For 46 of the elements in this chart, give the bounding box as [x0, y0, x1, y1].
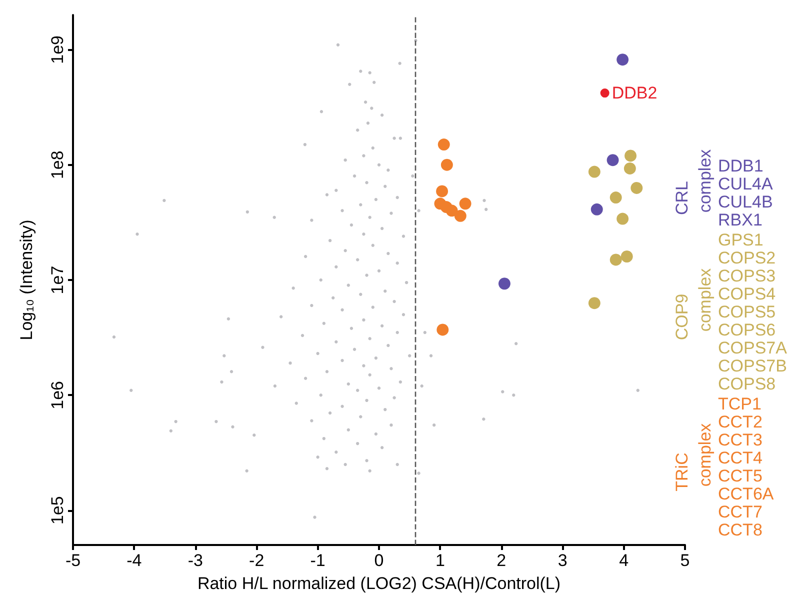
point	[440, 158, 453, 171]
x-tick-label: 5	[680, 551, 690, 570]
point	[610, 192, 622, 204]
point	[590, 203, 603, 216]
text: GPS1 COPS2 COPS3 COPS4 COPS5 COPS6 COPS7A COPS7B COPS8	[718, 230, 787, 394]
point	[498, 278, 510, 290]
y-tick-label: 1e6	[48, 380, 67, 410]
x-tick-label: 0	[374, 551, 384, 570]
x-tick-label: -5	[65, 551, 81, 570]
x-tick-label: 2	[496, 551, 506, 570]
point	[446, 204, 458, 217]
point	[588, 166, 600, 178]
y-axis-title: Log₁₀ (Intensity)	[17, 220, 36, 340]
point	[436, 324, 449, 336]
point	[588, 297, 600, 310]
y-tick-label: 1e8	[48, 150, 67, 180]
point	[454, 210, 466, 222]
x-axis-title: Ratio H/L normalized (LOG2) CSA(H)/Control(L)	[197, 574, 561, 593]
x-tick-label: -4	[126, 551, 142, 570]
point	[616, 212, 629, 225]
point	[610, 254, 622, 266]
text: TCP1 CCT2 CCT3 CCT4 CCT5 CCT6A CCT7 CCT8	[718, 394, 774, 540]
point	[438, 138, 450, 151]
x-tick-label: -2	[249, 551, 264, 570]
text: TRiC complex	[672, 422, 714, 492]
point	[624, 162, 636, 174]
x-tick-label: 3	[558, 551, 568, 570]
point	[436, 185, 448, 198]
point	[459, 198, 472, 210]
point	[600, 88, 610, 98]
point	[624, 150, 637, 162]
y-tick-label: 1e5	[48, 496, 67, 525]
annotation: DDB2	[612, 84, 658, 103]
x-tick-label: -1	[310, 551, 326, 570]
text: COP9 complex	[672, 268, 714, 340]
point	[616, 54, 629, 66]
y-tick-label: 1e7	[48, 266, 67, 294]
text: CRL complex	[672, 148, 714, 216]
y-tick-label: 1e9	[48, 35, 67, 64]
point	[606, 154, 619, 166]
x-tick-label: 4	[619, 551, 629, 570]
x-tick-label: -3	[188, 551, 203, 570]
point	[630, 182, 643, 194]
x-tick-label: 1	[435, 551, 445, 570]
text: DDB1 CUL4A CUL4B RBX1	[718, 156, 774, 230]
point	[620, 250, 633, 262]
